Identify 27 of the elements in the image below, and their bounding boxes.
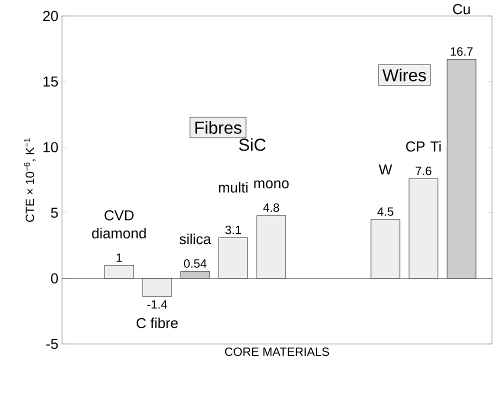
annotation: Wires <box>382 68 426 82</box>
y-tick-label: 0 <box>51 273 58 284</box>
data-label: 7.6 <box>416 166 432 176</box>
y-tick-label: 5 <box>51 208 58 218</box>
x-axis-title: CORE MATERIALS <box>225 348 330 356</box>
y-tick-label: -5 <box>46 338 58 350</box>
data-label: 0.54 <box>184 259 207 268</box>
x-tick-label: Cu <box>453 4 470 14</box>
data-label: 3.1 <box>225 226 241 234</box>
x-tick-label: C fibre <box>136 318 178 328</box>
x-tick-label: CP Ti <box>406 141 441 152</box>
y-tick-label: 10 <box>44 142 58 152</box>
y-axis-title: CTE × 10$^{−6}$, K$^{−1}$ <box>24 138 36 222</box>
y-tick-label: 15 <box>44 76 58 87</box>
y-tick-label: 20 <box>43 10 58 22</box>
annotation: SiC <box>239 138 266 151</box>
data-label: 4.8 <box>263 203 280 212</box>
x-tick-label: mono <box>254 180 289 188</box>
data-label: 1 <box>116 253 122 262</box>
x-tick-label: multi <box>218 182 248 193</box>
data-label: 4.5 <box>377 207 394 216</box>
annotation: Fibres <box>195 121 242 134</box>
x-tick-label: W <box>378 164 392 174</box>
x-tick-label: silica <box>180 234 212 244</box>
data-label: -1.4 <box>147 300 168 309</box>
data-label: 16.7 <box>450 47 473 56</box>
x-tick-label: CVD diamond <box>92 210 146 238</box>
